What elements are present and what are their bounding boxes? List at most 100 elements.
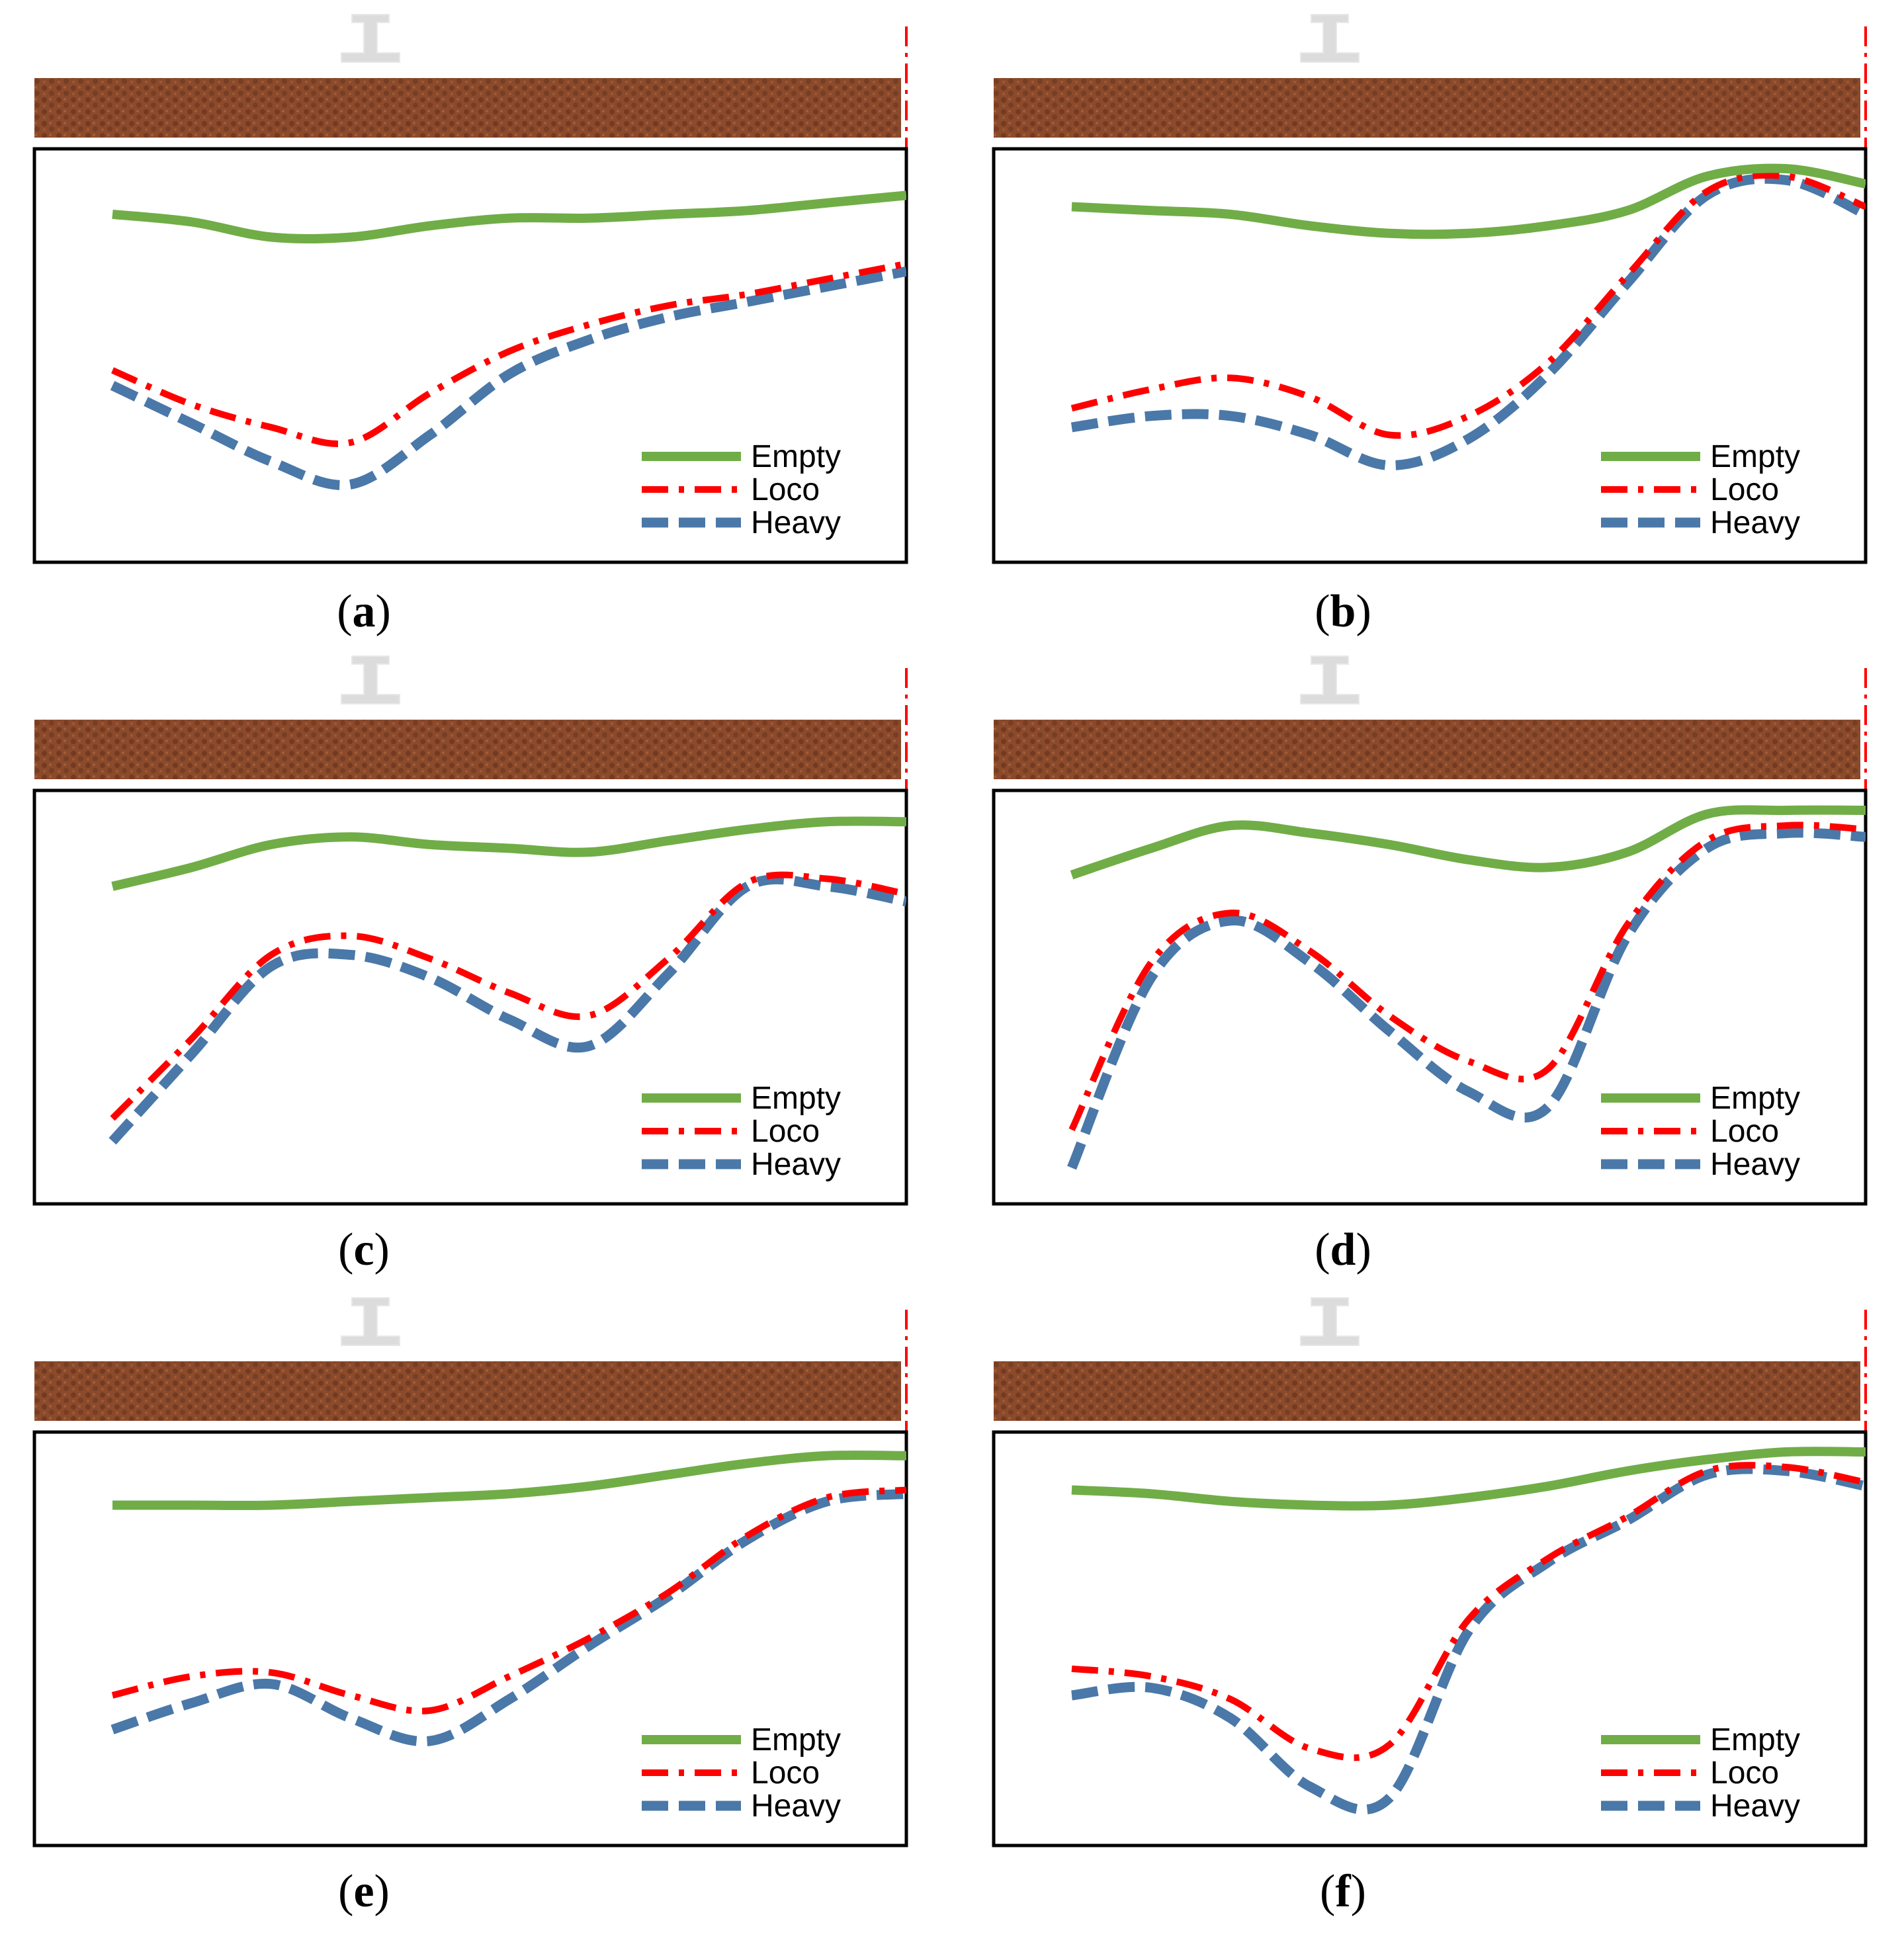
series-line-heavy bbox=[1067, 827, 1866, 1170]
sleeper-bar bbox=[994, 720, 1860, 779]
legend-label-loco: Loco bbox=[751, 1114, 820, 1149]
legend-label-heavy: Heavy bbox=[751, 1147, 841, 1182]
legend-label-empty: Empty bbox=[751, 1081, 841, 1116]
caption-d: (d) bbox=[1244, 1224, 1442, 1277]
series-group bbox=[108, 816, 906, 1145]
sleeper-bar bbox=[994, 1361, 1860, 1421]
legend-label-empty: Empty bbox=[1710, 1081, 1800, 1116]
legend-label-loco: Loco bbox=[751, 472, 820, 507]
caption-letter: a bbox=[352, 586, 376, 637]
series-line-heavy bbox=[1071, 1464, 1866, 1815]
legend-label-loco: Loco bbox=[1710, 1756, 1779, 1791]
legend-label-loco: Loco bbox=[1710, 1114, 1779, 1149]
series-line-loco bbox=[1071, 1462, 1866, 1761]
legend-label-loco: Loco bbox=[751, 1756, 820, 1791]
panel-f: Empty Loco Heavy bbox=[986, 1296, 1879, 1859]
rail-icon bbox=[1300, 656, 1360, 704]
caption-f: (f) bbox=[1244, 1865, 1442, 1918]
caption-close: ) bbox=[374, 1224, 390, 1275]
legend-label-empty: Empty bbox=[751, 439, 841, 474]
caption-close: ) bbox=[375, 586, 391, 637]
series-line-loco bbox=[111, 260, 906, 447]
caption-a: (a) bbox=[265, 585, 463, 638]
series-line-empty bbox=[1071, 163, 1866, 239]
plot-frame bbox=[32, 1430, 908, 1847]
rail-icon bbox=[1300, 14, 1360, 63]
legend-label-heavy: Heavy bbox=[1710, 1147, 1800, 1182]
caption-close: ) bbox=[1350, 1866, 1366, 1917]
caption-letter: e bbox=[353, 1866, 374, 1917]
plot-frame bbox=[992, 788, 1868, 1206]
caption-letter: f bbox=[1335, 1866, 1351, 1917]
panel-b: Empty Loco Heavy bbox=[986, 13, 1879, 575]
series-line-empty bbox=[112, 191, 906, 244]
caption-close: ) bbox=[374, 1866, 390, 1917]
legend-label-loco: Loco bbox=[1710, 472, 1779, 507]
series-line-heavy bbox=[108, 874, 906, 1145]
sleeper-bar bbox=[34, 1361, 901, 1421]
caption-c: (c) bbox=[265, 1224, 463, 1277]
plot-frame bbox=[992, 147, 1868, 564]
legend-label-empty: Empty bbox=[1710, 439, 1800, 474]
caption-open: ( bbox=[1320, 1866, 1336, 1917]
panel-a: Empty Loco Heavy bbox=[26, 13, 920, 575]
series-line-empty bbox=[1070, 805, 1866, 880]
panel-d: Empty Loco Heavy bbox=[986, 655, 1879, 1217]
sleeper-bar bbox=[34, 78, 901, 138]
rail-icon bbox=[1300, 1297, 1360, 1346]
caption-close: ) bbox=[1356, 586, 1371, 637]
legend-label-empty: Empty bbox=[751, 1722, 841, 1758]
caption-open: ( bbox=[1315, 586, 1330, 637]
series-group bbox=[1070, 163, 1866, 471]
series-group bbox=[1067, 805, 1866, 1170]
legend-label-empty: Empty bbox=[1710, 1722, 1800, 1758]
caption-e: (e) bbox=[265, 1865, 463, 1918]
legend-label-heavy: Heavy bbox=[751, 1789, 841, 1824]
series-group bbox=[110, 191, 906, 490]
series-line-heavy bbox=[110, 266, 906, 490]
caption-letter: b bbox=[1330, 586, 1356, 637]
series-line-loco bbox=[1070, 171, 1866, 439]
series-line-loco bbox=[1068, 822, 1866, 1132]
series-line-heavy bbox=[1070, 173, 1866, 471]
series-line-empty bbox=[111, 816, 906, 891]
rail-icon bbox=[341, 14, 400, 63]
caption-open: ( bbox=[338, 1224, 354, 1275]
sleeper-bar bbox=[34, 720, 901, 779]
plot-frame bbox=[992, 1430, 1868, 1847]
series-line-empty bbox=[1071, 1447, 1866, 1511]
legend-label-heavy: Heavy bbox=[751, 505, 841, 540]
caption-close: ) bbox=[1356, 1224, 1371, 1275]
panel-e: Empty Loco Heavy bbox=[26, 1296, 920, 1859]
legend-label-heavy: Heavy bbox=[1710, 1789, 1800, 1824]
series-line-empty bbox=[112, 1450, 906, 1510]
rail-icon bbox=[341, 1297, 400, 1346]
plot-frame bbox=[32, 788, 908, 1206]
caption-open: ( bbox=[338, 1866, 354, 1917]
series-line-heavy bbox=[110, 1488, 906, 1747]
series-line-loco bbox=[110, 871, 906, 1121]
series-line-loco bbox=[111, 1486, 906, 1715]
rail-icon bbox=[341, 656, 400, 704]
series-group bbox=[110, 1450, 906, 1747]
sleeper-bar bbox=[994, 78, 1860, 138]
series-group bbox=[1071, 1447, 1866, 1815]
plot-frame bbox=[32, 147, 908, 564]
caption-open: ( bbox=[337, 586, 353, 637]
legend-label-heavy: Heavy bbox=[1710, 505, 1800, 540]
caption-letter: d bbox=[1330, 1224, 1356, 1275]
panel-c: Empty Loco Heavy bbox=[26, 655, 920, 1217]
caption-open: ( bbox=[1315, 1224, 1330, 1275]
